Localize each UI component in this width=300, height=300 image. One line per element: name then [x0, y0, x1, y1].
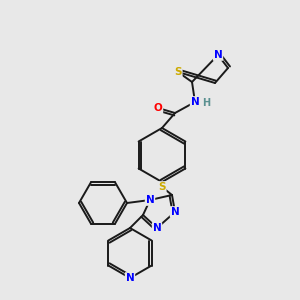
Text: N: N [214, 50, 222, 60]
Text: N: N [146, 195, 154, 205]
Text: S: S [174, 67, 182, 77]
Text: H: H [202, 98, 210, 108]
Text: N: N [190, 97, 200, 107]
Text: N: N [126, 273, 134, 283]
Text: O: O [154, 103, 162, 113]
Text: S: S [158, 182, 166, 192]
Text: N: N [171, 207, 179, 217]
Text: N: N [153, 223, 161, 233]
